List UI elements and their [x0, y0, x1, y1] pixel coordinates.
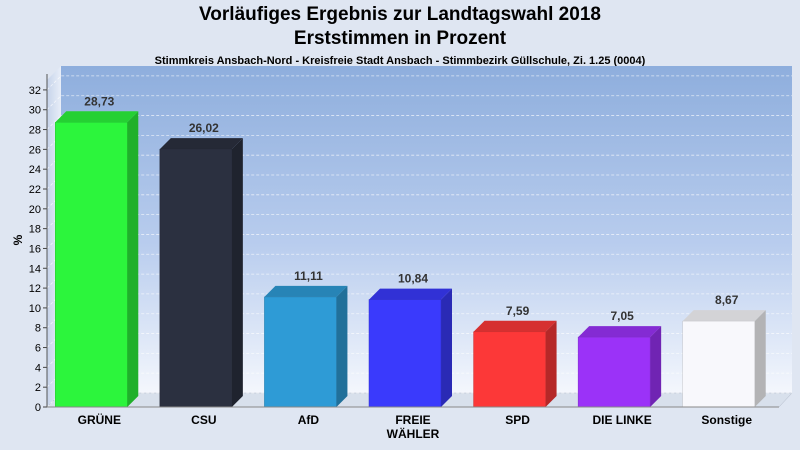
bar-top	[578, 326, 662, 338]
bar-grüne: 28,73	[55, 94, 139, 408]
gridline	[46, 134, 792, 150]
bar-top	[264, 285, 348, 297]
gridline	[46, 293, 792, 309]
y-tick-label: 16	[29, 243, 41, 255]
x-tick-label: CSU	[191, 413, 216, 427]
gridline	[46, 234, 792, 249]
y-tick-label: 32	[29, 85, 41, 97]
gridline	[46, 154, 792, 170]
bar-side	[127, 111, 139, 407]
chart-subtitle: Erststimmen in Prozent	[293, 28, 507, 49]
bar-front	[682, 320, 755, 408]
x-tick-label: AfD	[298, 413, 320, 427]
gridline	[46, 115, 792, 130]
bar-value-label: 28,73	[84, 94, 114, 108]
y-tick-label: 14	[29, 263, 41, 275]
gridline	[46, 194, 792, 210]
bar-value-label: 11,11	[294, 269, 323, 283]
gridline	[46, 313, 792, 329]
bar-front	[264, 296, 337, 408]
bar-top	[682, 310, 766, 322]
gridline	[46, 273, 792, 289]
bars: 28,73 26,02 11,11 10,84 7,59 7,05 8,67	[55, 94, 766, 408]
bar-csu: 26,02	[159, 121, 243, 408]
y-tick-label: 22	[29, 184, 41, 196]
x-tick-label: FREIE	[395, 413, 430, 427]
y-tick-label: 0	[35, 402, 41, 414]
y-tick-label: 26	[29, 144, 41, 156]
chart-district-label: Stimmkreis Ansbach-Nord - Kreisfreie Sta…	[154, 55, 646, 67]
chart-title: Vorläufiges Ergebnis zur Landtagswahl 20…	[199, 4, 601, 25]
bar-value-label: 7,59	[506, 304, 530, 318]
y-tick-label: 20	[29, 204, 41, 216]
y-tick-label: 4	[35, 362, 41, 374]
y-tick-label: 18	[29, 224, 41, 236]
y-tick-label: 6	[35, 343, 41, 355]
bar-side	[336, 285, 348, 407]
x-tick-label: Sonstige	[701, 413, 752, 427]
y-tick-label: 28	[29, 125, 41, 137]
gridline	[46, 214, 792, 229]
bar-front	[159, 148, 233, 408]
bar-value-label: 26,02	[189, 121, 219, 135]
bar-front	[368, 299, 442, 408]
bar-value-label: 7,05	[610, 309, 634, 323]
bar-side	[650, 326, 662, 407]
y-tick-label: 24	[29, 164, 41, 176]
bar-top	[369, 288, 452, 300]
bar-afd: 11,11	[264, 269, 348, 408]
bar-top	[55, 111, 139, 123]
bar-freie-wähler: 10,84	[368, 272, 452, 408]
y-axis-label: %	[11, 234, 25, 245]
bar-value-label: 8,67	[715, 293, 739, 307]
bar-spd: 7,59	[473, 304, 557, 408]
y-tick-label: 8	[35, 323, 41, 335]
bar-front	[55, 122, 128, 408]
bar-die-linke: 7,05	[577, 309, 662, 408]
bar-side	[231, 138, 243, 407]
bar-side	[754, 310, 766, 407]
gridline	[46, 75, 792, 91]
y-tick-label: 30	[29, 105, 41, 117]
gridline	[46, 253, 792, 269]
bar-front	[473, 331, 546, 408]
gridline	[46, 95, 792, 111]
y-tick-label: 2	[35, 382, 41, 394]
bar-sonstige: 8,67	[682, 293, 766, 408]
gridline	[46, 174, 792, 190]
y-tick-label: 12	[29, 283, 41, 295]
x-tick-label: SPD	[505, 413, 530, 427]
bar-front	[577, 336, 651, 408]
bar-value-label: 10,84	[398, 272, 428, 286]
y-tick-label: 10	[29, 303, 41, 315]
bar-side	[545, 320, 557, 407]
bar-side	[441, 288, 452, 407]
x-tick-label: GRÜNE	[78, 412, 121, 427]
x-tick-label: DIE LINKE	[592, 413, 651, 427]
bar-top	[159, 138, 243, 150]
bar-top	[473, 320, 557, 332]
x-tick-label: WÄHLER	[387, 426, 440, 441]
